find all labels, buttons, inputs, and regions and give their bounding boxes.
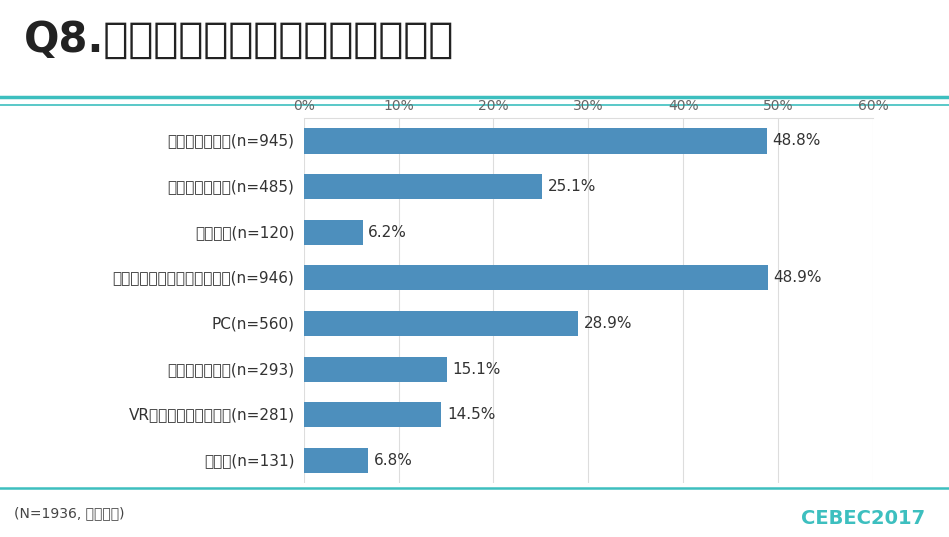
Text: 25.1%: 25.1% [548,179,596,194]
Text: (N=1936, 複数回答): (N=1936, 複数回答) [14,506,124,520]
Text: 28.9%: 28.9% [584,316,632,331]
Bar [304,311,578,336]
Text: 15.1%: 15.1% [453,362,501,376]
Bar [304,265,768,291]
Text: 48.9%: 48.9% [773,271,822,285]
Text: スマートフォン、タブレット(n=946): スマートフォン、タブレット(n=946) [113,271,294,285]
Bar [304,128,767,154]
Text: 6.2%: 6.2% [368,225,407,240]
Text: その他(n=131): その他(n=131) [204,453,294,468]
Text: 48.8%: 48.8% [772,134,821,148]
Text: 据置型ゲーム機(n=945): 据置型ゲーム機(n=945) [168,134,294,148]
Bar [304,174,542,199]
Text: 携帯型ゲーム機(n=485): 携帯型ゲーム機(n=485) [168,179,294,194]
Text: 6.8%: 6.8% [374,453,413,468]
Bar [304,220,363,245]
Bar [304,357,447,382]
Text: 14.5%: 14.5% [447,408,495,422]
Bar [304,402,441,427]
Text: PC(n=560): PC(n=560) [212,316,294,331]
Text: Q8.従事しているプラットフォーム: Q8.従事しているプラットフォーム [24,19,455,61]
Text: CEBEC2017: CEBEC2017 [801,509,925,528]
Text: VR、ウェアラブル端末(n=281): VR、ウェアラブル端末(n=281) [128,408,294,422]
Bar [304,448,368,473]
Text: 業務用ゲーム機(n=293): 業務用ゲーム機(n=293) [167,362,294,376]
Text: 携帯電話(n=120): 携帯電話(n=120) [195,225,294,240]
